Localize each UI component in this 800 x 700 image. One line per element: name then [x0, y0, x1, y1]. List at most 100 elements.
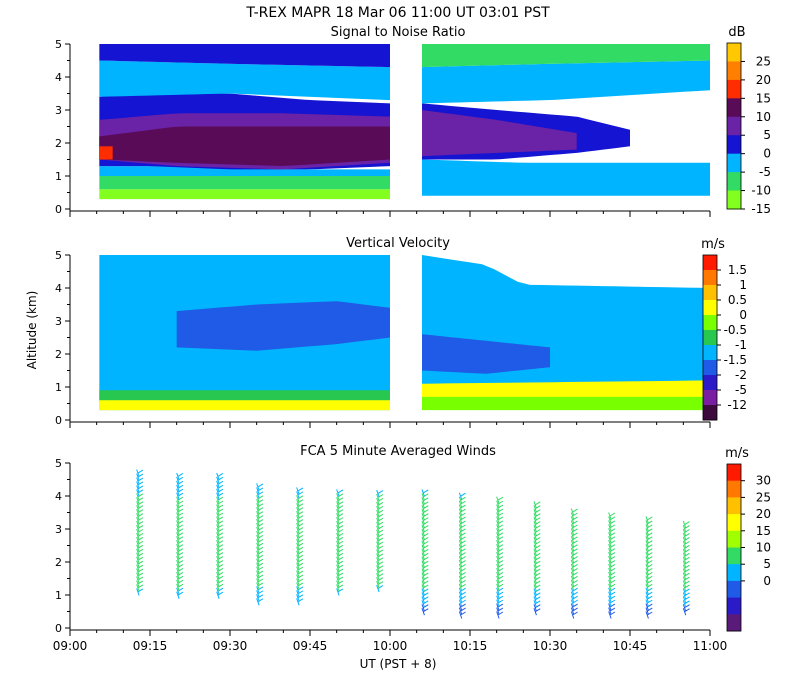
wind-barb	[296, 495, 300, 503]
wind-barb	[256, 522, 260, 531]
heatmap-layer-surface-updraft	[99, 400, 390, 411]
wind-barb	[608, 512, 612, 520]
legend-swatch	[727, 153, 741, 173]
wind-barb	[421, 568, 425, 576]
wind-barb	[496, 595, 500, 603]
wind-barb	[458, 524, 463, 532]
wind-barb	[682, 568, 687, 576]
wind-barb	[376, 584, 380, 593]
wind-barb	[496, 579, 500, 587]
wind-barb	[136, 516, 140, 525]
wind-barb	[256, 491, 260, 499]
wind-barb	[376, 577, 380, 585]
wind-barb	[336, 505, 340, 513]
wind-barb	[533, 512, 537, 521]
wind-barb	[608, 544, 612, 552]
wind-barb	[376, 505, 380, 514]
wind-barb	[336, 532, 340, 541]
wind-barb	[136, 552, 140, 560]
wind-barb	[256, 570, 260, 578]
wind-barb	[682, 604, 687, 612]
wind-barb	[533, 509, 537, 517]
wind-barb	[336, 544, 340, 553]
wind-barb-flag	[460, 492, 466, 497]
wind-barb	[216, 492, 220, 500]
wind-barb	[570, 607, 575, 615]
wind-barb	[296, 582, 300, 590]
wind-barb	[296, 550, 300, 558]
wind-barb	[645, 599, 649, 607]
wind-barb	[496, 559, 500, 568]
heatmap-layer-surface	[99, 189, 390, 200]
wind-barb	[421, 497, 425, 505]
wind-barb	[645, 528, 649, 536]
wind-barb	[608, 555, 612, 564]
wind-barb	[176, 587, 180, 595]
wind-barb	[645, 575, 649, 584]
wind-barb	[533, 528, 537, 537]
wind-barb	[256, 487, 260, 495]
wind-barb	[421, 600, 425, 608]
wind-barb	[458, 492, 463, 500]
wind-barb	[256, 542, 260, 551]
y-tick-label: 5	[55, 457, 62, 470]
wind-barb	[496, 575, 500, 584]
wind-barb	[533, 572, 537, 580]
wind-barb	[458, 611, 463, 619]
wind-barb	[421, 548, 425, 556]
wind-barb	[458, 587, 463, 595]
wind-barb	[570, 520, 575, 528]
wind-barb	[296, 538, 300, 547]
wind-barb	[496, 508, 500, 516]
wind-barb	[682, 528, 687, 537]
legend-swatch	[703, 255, 717, 271]
legend-label: -2	[735, 368, 747, 382]
wind-barb	[421, 588, 425, 596]
wind-barb	[533, 548, 537, 556]
wind-barb	[645, 591, 649, 599]
legend-swatch	[727, 580, 741, 599]
legend-swatch	[727, 135, 741, 155]
wind-barb	[256, 582, 260, 590]
wind-barb	[682, 544, 687, 553]
legend-swatch	[703, 330, 717, 346]
wind-barb	[216, 484, 220, 492]
wind-barb-flag	[177, 472, 184, 477]
wind-barb	[176, 508, 180, 516]
y-tick-label: 3	[55, 104, 62, 117]
wind-barb	[496, 591, 500, 599]
heatmap-layer-peak	[99, 146, 113, 160]
legend-frame	[726, 42, 742, 210]
wind-barb	[458, 591, 463, 599]
wind-barb	[336, 580, 340, 588]
wind-barb	[136, 493, 140, 501]
wind-barb	[336, 493, 340, 501]
legend-label: 0	[763, 147, 771, 161]
wind-barb	[256, 526, 260, 535]
wind-barb	[570, 551, 575, 560]
wind-barb	[608, 567, 612, 576]
wind-barb	[682, 552, 687, 560]
wind-barb	[533, 608, 537, 616]
wind-barb	[645, 555, 649, 564]
wind-barb	[256, 574, 260, 582]
legend-label: -1	[735, 338, 747, 352]
wind-barb	[256, 530, 260, 539]
wind-barb	[645, 583, 649, 591]
wind-barb	[458, 571, 463, 580]
wind-barb	[176, 516, 180, 524]
wind-barb	[256, 499, 260, 507]
wind-barb	[256, 566, 260, 574]
wind-barb	[336, 540, 340, 549]
wind-barb	[608, 516, 612, 524]
wind-barb	[256, 546, 260, 554]
wind-barb-flag	[297, 487, 304, 492]
wind-barb	[176, 536, 180, 544]
wind-barb	[682, 592, 687, 600]
wind-barb	[496, 496, 500, 504]
wind-barb-flag	[609, 512, 616, 517]
wind-barb	[608, 520, 612, 528]
wind-barb	[136, 556, 140, 564]
wind-barb	[176, 555, 180, 564]
wind-barb	[570, 540, 575, 548]
